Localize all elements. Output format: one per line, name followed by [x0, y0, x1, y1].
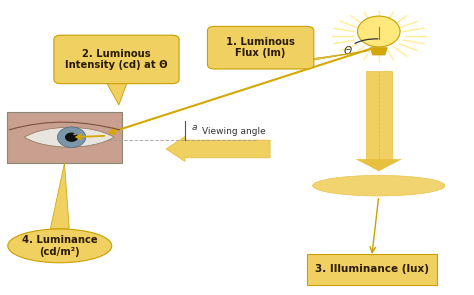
Polygon shape	[105, 79, 128, 105]
Ellipse shape	[313, 176, 445, 196]
FancyBboxPatch shape	[7, 112, 122, 163]
Text: Θ: Θ	[343, 45, 351, 55]
Polygon shape	[366, 71, 392, 159]
Polygon shape	[270, 51, 369, 65]
PathPatch shape	[24, 127, 114, 147]
FancyBboxPatch shape	[208, 26, 314, 69]
Polygon shape	[356, 159, 401, 171]
Ellipse shape	[8, 229, 112, 263]
Ellipse shape	[57, 127, 86, 148]
Ellipse shape	[357, 16, 400, 47]
Text: 4. Luminance
(cd/m²): 4. Luminance (cd/m²)	[22, 235, 98, 257]
Text: 1. Luminous
Flux (lm): 1. Luminous Flux (lm)	[226, 37, 295, 58]
Polygon shape	[50, 163, 69, 229]
Text: 3. Illuminance (lux): 3. Illuminance (lux)	[315, 264, 428, 274]
Ellipse shape	[73, 133, 76, 135]
FancyArrow shape	[166, 137, 270, 161]
FancyBboxPatch shape	[307, 254, 437, 285]
Text: 2. Luminous
Intensity (cd) at Θ: 2. Luminous Intensity (cd) at Θ	[65, 49, 168, 70]
FancyBboxPatch shape	[54, 35, 179, 84]
Text: Viewing angle: Viewing angle	[201, 127, 265, 136]
Polygon shape	[370, 48, 387, 55]
Ellipse shape	[65, 132, 78, 142]
Text: a: a	[192, 123, 198, 132]
